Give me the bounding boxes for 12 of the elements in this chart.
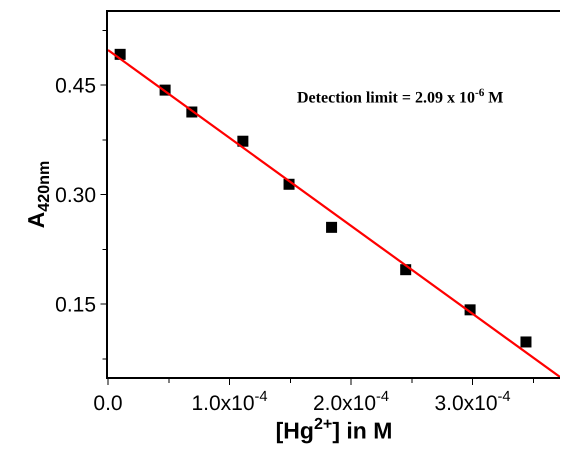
annotation: Detection limit = 2.09 x 10$^{-6}$ M: [297, 87, 504, 107]
y-tick-label: 0.15: [55, 293, 96, 316]
x-tick-label: 1.0x10$^{-4}$: [191, 389, 268, 415]
y-tick-label: 0.45: [55, 74, 96, 98]
point: [237, 136, 248, 147]
x-axis-title: [Hg$^{2+}$] in M: [276, 414, 392, 444]
point: [326, 222, 338, 233]
y-tick-label: 0.30: [55, 184, 96, 207]
x-tick-label: 0.0: [93, 392, 123, 415]
x-tick-label: 2.0x10$^{-4}$: [312, 389, 390, 415]
x-tick-label: 3.0x10$^{-4}$: [434, 389, 511, 415]
point: [520, 336, 532, 348]
